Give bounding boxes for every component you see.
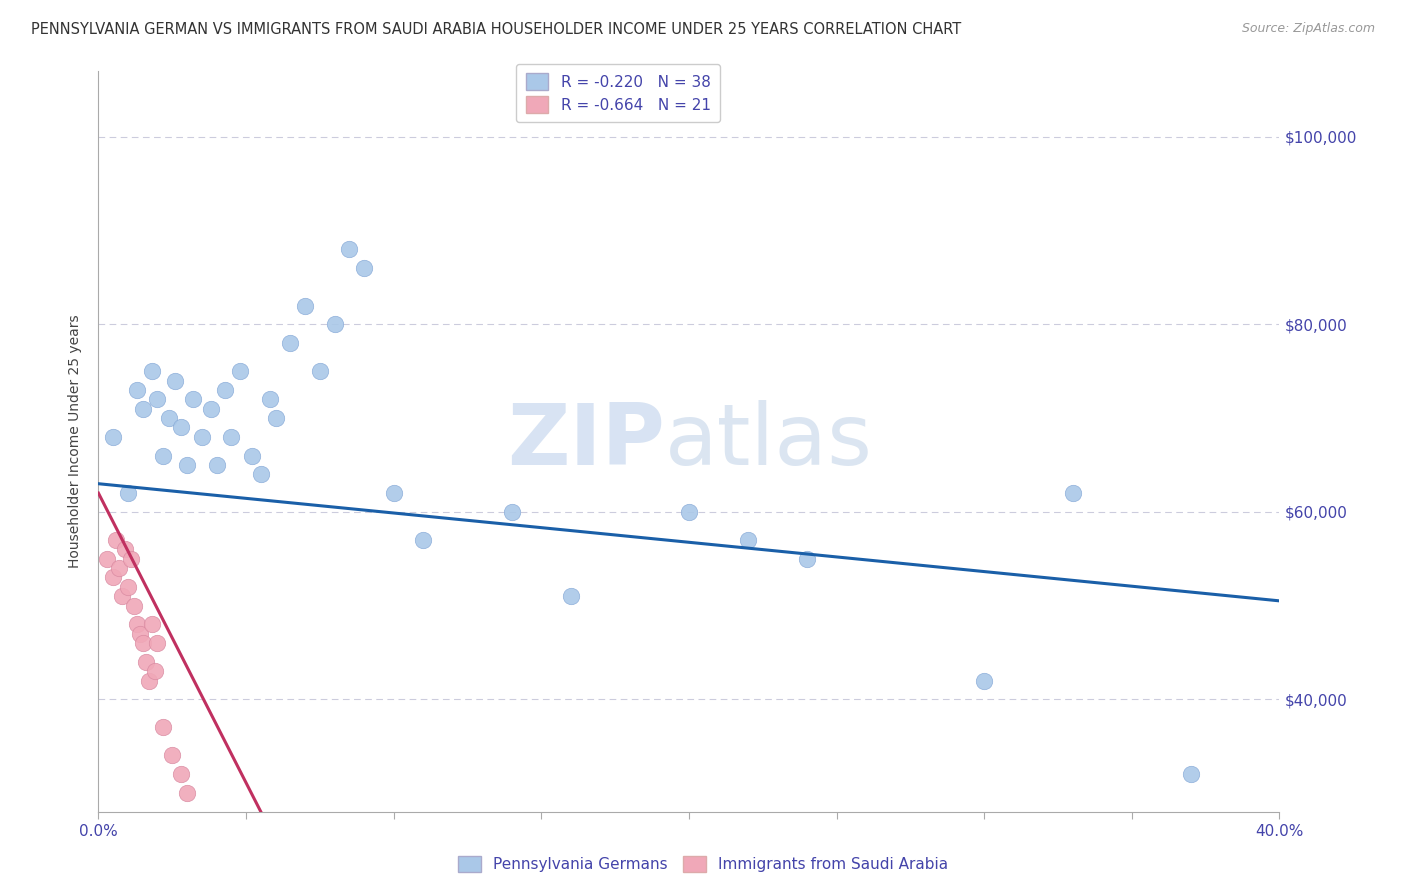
Point <box>323 318 346 332</box>
Point <box>353 261 375 276</box>
Point <box>221 430 243 444</box>
Point <box>125 383 148 397</box>
Point <box>501 505 523 519</box>
Text: atlas: atlas <box>665 400 873 483</box>
Point <box>678 505 700 519</box>
Text: ZIP: ZIP <box>508 400 665 483</box>
Point <box>250 467 273 482</box>
Legend: Pennsylvania Germans, Immigrants from Saudi Arabia: Pennsylvania Germans, Immigrants from Sa… <box>450 848 956 880</box>
Point <box>973 673 995 688</box>
Point <box>1062 486 1084 500</box>
Point <box>205 458 228 472</box>
Point <box>132 401 155 416</box>
Point <box>117 580 139 594</box>
Text: Source: ZipAtlas.com: Source: ZipAtlas.com <box>1241 22 1375 36</box>
Point <box>146 392 169 407</box>
Point <box>143 664 166 678</box>
Point <box>105 533 128 547</box>
Point <box>138 673 160 688</box>
Point <box>191 430 214 444</box>
Point <box>176 786 198 800</box>
Point <box>176 458 198 472</box>
Point <box>162 748 183 763</box>
Point <box>294 299 316 313</box>
Point <box>132 636 155 650</box>
Point <box>170 420 193 434</box>
Point <box>309 364 332 378</box>
Point <box>152 720 174 734</box>
Point <box>111 589 134 603</box>
Point <box>135 655 157 669</box>
Point <box>264 411 287 425</box>
Point <box>103 430 125 444</box>
Point <box>141 364 163 378</box>
Point <box>103 570 125 584</box>
Point <box>96 551 118 566</box>
Point <box>128 626 150 640</box>
Y-axis label: Householder Income Under 25 years: Householder Income Under 25 years <box>69 315 83 568</box>
Point <box>170 767 193 781</box>
Point <box>165 374 187 388</box>
Point <box>122 599 145 613</box>
Point <box>240 449 263 463</box>
Point <box>339 243 361 257</box>
Point <box>382 486 405 500</box>
Point <box>280 336 302 351</box>
Point <box>117 486 139 500</box>
Point <box>259 392 281 407</box>
Point <box>412 533 434 547</box>
Legend: R = -0.220   N = 38, R = -0.664   N = 21: R = -0.220 N = 38, R = -0.664 N = 21 <box>516 64 720 122</box>
Point <box>200 401 222 416</box>
Point <box>157 411 180 425</box>
Point <box>141 617 163 632</box>
Point <box>229 364 252 378</box>
Point <box>796 551 818 566</box>
Point <box>214 383 236 397</box>
Point <box>1180 767 1202 781</box>
Point <box>120 551 142 566</box>
Point <box>737 533 759 547</box>
Point <box>181 392 204 407</box>
Point <box>114 542 136 557</box>
Point <box>125 617 148 632</box>
Point <box>152 449 174 463</box>
Point <box>560 589 582 603</box>
Point <box>108 561 131 575</box>
Point <box>146 636 169 650</box>
Text: PENNSYLVANIA GERMAN VS IMMIGRANTS FROM SAUDI ARABIA HOUSEHOLDER INCOME UNDER 25 : PENNSYLVANIA GERMAN VS IMMIGRANTS FROM S… <box>31 22 962 37</box>
